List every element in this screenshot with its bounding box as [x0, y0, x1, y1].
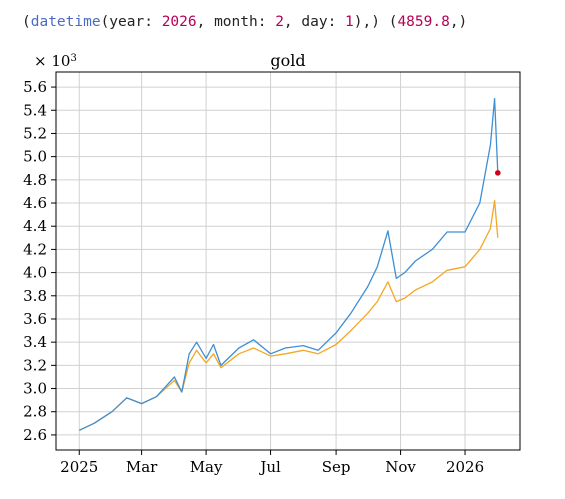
x-tick-label: Jul: [258, 458, 281, 476]
plot-frame: [55, 71, 521, 451]
code-open-paren: (: [22, 14, 31, 30]
y-tick-label: 5.2: [23, 124, 47, 142]
y-tick-label: 3.4: [23, 333, 47, 351]
y-tick-label: 3.6: [23, 310, 47, 328]
code-month: 2: [275, 14, 284, 30]
y-multiplier-base: × 10: [34, 52, 70, 70]
x-tick-label: May: [190, 458, 223, 476]
x-tick-label: Nov: [385, 458, 416, 476]
code-readout: (datetime(year: 2026, month: 2, day: 1),…: [22, 14, 467, 30]
y-tick-label: 5.4: [23, 101, 47, 119]
y-tick-label: 4.8: [23, 171, 47, 189]
series-layer: [79, 98, 501, 431]
grid-layer: [56, 72, 520, 450]
x-tick-label: Mar: [126, 458, 158, 476]
y-axis-multiplier: × 103: [34, 52, 77, 70]
y-tick-label: 4.2: [23, 240, 47, 258]
series-line-blue: [79, 98, 499, 431]
code-args-open: (year:: [100, 14, 162, 30]
y-multiplier-exponent: 3: [70, 53, 76, 64]
code-month-label: , month:: [196, 14, 276, 30]
y-tick-label: 2.8: [23, 403, 47, 421]
y-tick-label: 4.4: [23, 217, 47, 235]
highlight-point: [495, 170, 501, 176]
y-tick-label: 5.6: [23, 78, 47, 96]
x-tick-label: 2025: [60, 458, 98, 476]
y-tick-label: 3.0: [23, 380, 47, 398]
y-tick-label: 4.6: [23, 194, 47, 212]
code-value: 4859.8: [397, 14, 450, 30]
series-line-orange: [79, 200, 499, 431]
tick-layer: 2025 Mar May Jul Sep Nov 2026 2.6 2.8 3.0 3.2 3.4 3.…: [23, 78, 484, 476]
y-tick-label: 3.8: [23, 287, 47, 305]
code-value-open: (: [388, 14, 398, 30]
y-tick-label: 5.0: [23, 148, 47, 166]
y-tick-label: 4.0: [23, 264, 47, 282]
chart-title: gold: [270, 51, 305, 70]
x-tick-label: 2026: [446, 458, 484, 476]
y-tick-label: 3.2: [23, 356, 47, 374]
x-tick-label: Sep: [322, 458, 351, 476]
code-year: 2026: [161, 14, 197, 30]
code-day-label: , day:: [283, 14, 346, 30]
code-args-close: ),): [353, 14, 380, 30]
code-fn-name: datetime: [30, 14, 101, 30]
code-day: 1: [345, 14, 354, 30]
y-tick-label: 2.6: [23, 426, 47, 444]
code-value-close: ,): [449, 14, 468, 30]
